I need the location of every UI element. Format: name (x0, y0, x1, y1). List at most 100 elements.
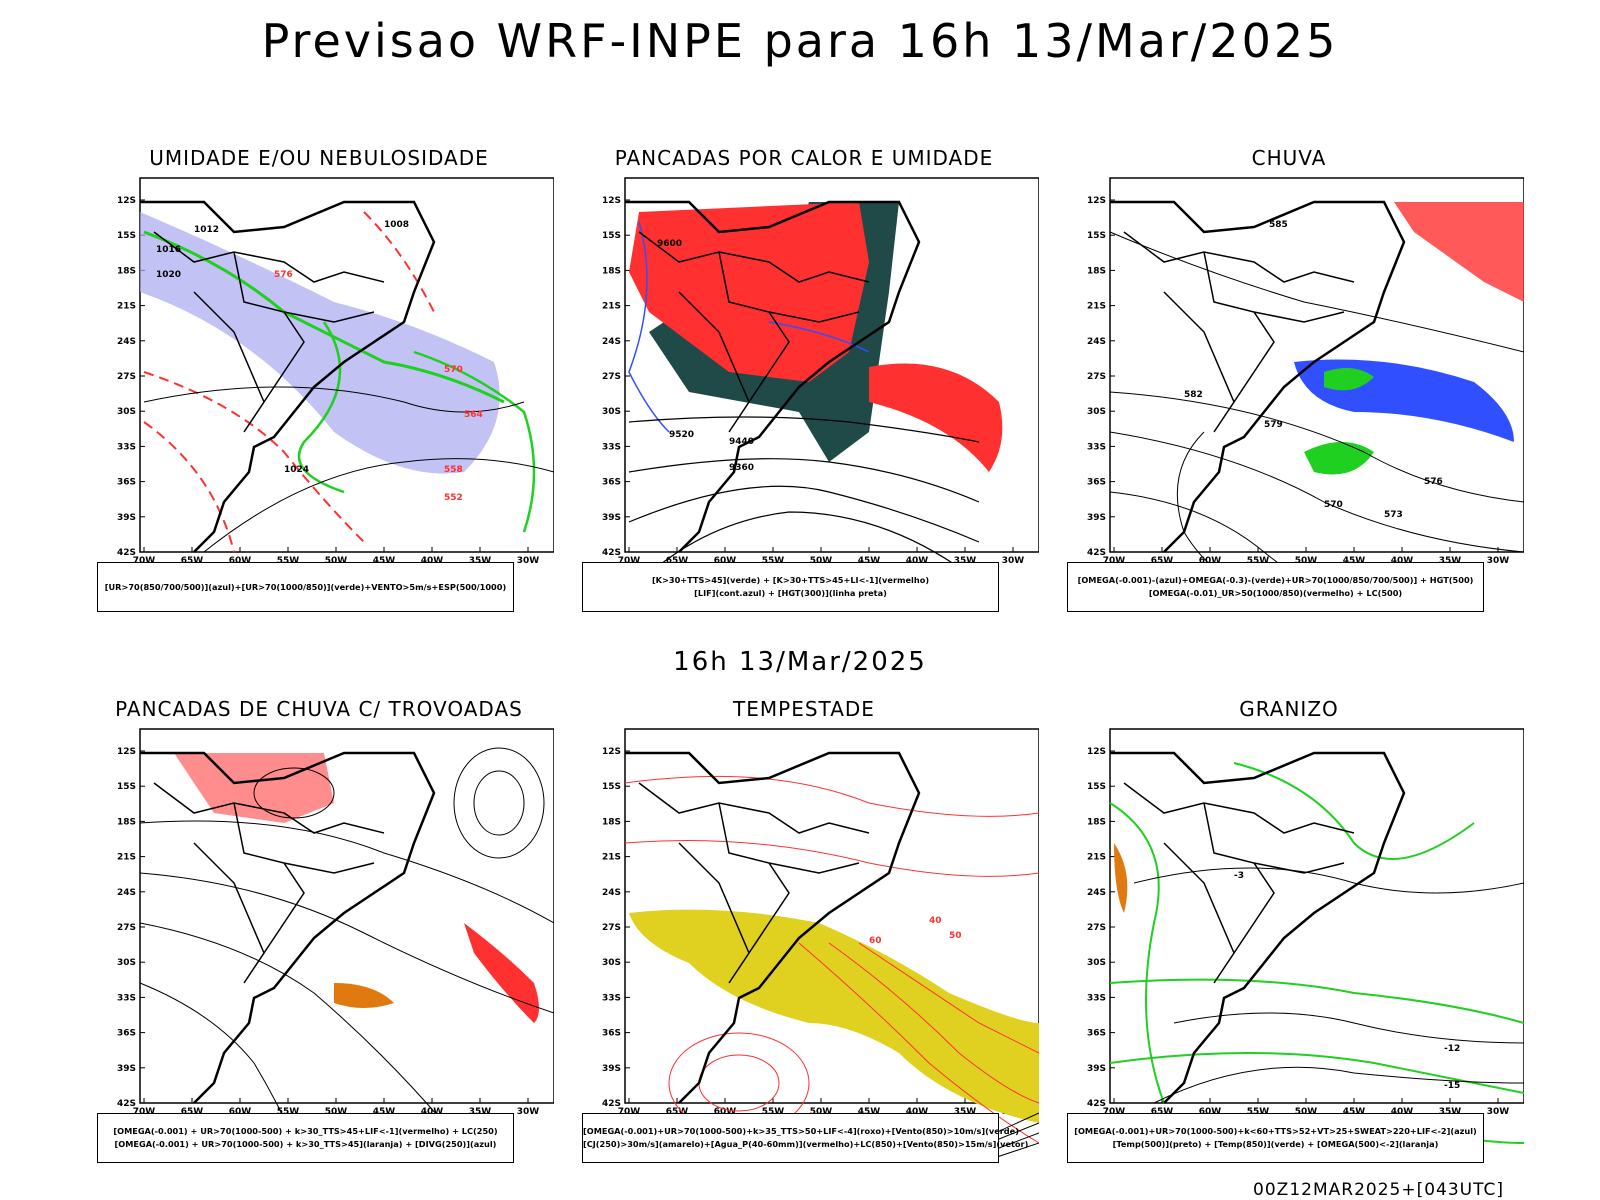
lat-label: 36S (602, 478, 621, 488)
lon-label: 55W (1247, 1107, 1270, 1117)
lon-label: 60W (229, 1107, 252, 1117)
lat-label: 12S (117, 196, 136, 206)
anticyclone-streamline (253, 767, 335, 819)
omega-area-orange (1114, 843, 1128, 913)
coastline-path (140, 200, 436, 553)
height-contour (628, 485, 980, 543)
contour-label: 570 (444, 365, 463, 375)
lat-label: 12S (602, 196, 621, 206)
lon-label: 50W (1295, 556, 1318, 566)
lat-label: 12S (1087, 747, 1106, 757)
lon-label: 30W (1487, 556, 1510, 566)
lat-label: 21S (602, 302, 621, 312)
lat-label: 18S (602, 266, 621, 276)
omega-area-red (1394, 202, 1524, 302)
lat-label: 24S (602, 337, 621, 347)
state-borders (153, 782, 385, 984)
panel-granizo: GRANIZO 12S 15S 18S 21S 24S 27S 30S 33S 36S 39S 42… (1054, 697, 1524, 1167)
lat-label: 42S (117, 1099, 136, 1109)
panel-title: PANCADAS DE CHUVA C/ TROVOADAS (115, 697, 523, 721)
coastline (1110, 200, 1406, 553)
lon-label: 60W (229, 556, 252, 566)
lat-label: 27S (1087, 372, 1106, 382)
streamline (1109, 431, 1524, 553)
lat-label: 12S (602, 747, 621, 757)
lat-label: 12S (1087, 196, 1106, 206)
lon-label: 70W (1103, 1107, 1126, 1117)
state-borders (153, 231, 385, 433)
lat-label: 33S (1087, 993, 1106, 1003)
lon-label: 55W (1247, 556, 1270, 566)
lon-label: 60W (1199, 1107, 1222, 1117)
lat-label: 27S (1087, 923, 1106, 933)
lat-label: 33S (1087, 442, 1106, 452)
contour-label: 576 (274, 270, 293, 280)
contour-label: 9520 (669, 430, 694, 440)
legend-box: [OMEGA(-0.001)+UR>70(1000-500)+k<60+TTS>… (1067, 1113, 1484, 1163)
mid-time-label: 16h 13/Mar/2025 (673, 647, 927, 677)
lon-label: 30W (517, 1107, 540, 1117)
lat-label: 30S (117, 407, 136, 417)
lon-label: 45W (1343, 556, 1366, 566)
contour-label: 585 (1269, 220, 1288, 230)
lat-label: 12S (117, 747, 136, 757)
low-level-contour (798, 942, 1039, 1144)
lat-label: 18S (1087, 266, 1106, 276)
lon-label: 40W (421, 556, 444, 566)
legend-line: [OMEGA(-0.01)_UR>50(1000/850)(vermelho) … (1148, 588, 1403, 598)
lon-label: 40W (906, 1107, 929, 1117)
lat-label: 18S (602, 817, 621, 827)
lon-label: 65W (1151, 1107, 1174, 1117)
state-borders (638, 231, 870, 433)
temp850-contour (1233, 762, 1475, 860)
lat-label: 24S (1087, 337, 1106, 347)
lon-label: 55W (277, 1107, 300, 1117)
coastline-path (1110, 751, 1406, 1104)
contour-label: 582 (1184, 390, 1203, 400)
lon-label: 40W (1391, 1107, 1414, 1117)
lon-label: 35W (1439, 556, 1462, 566)
low-level-contour (624, 775, 1039, 817)
lon-label: 50W (810, 1107, 833, 1117)
temp850-contour (1109, 802, 1165, 1104)
field-layer (628, 202, 1003, 593)
lon-label: 30W (517, 556, 540, 566)
panel-title: TEMPESTADE (733, 697, 875, 721)
legend-box: [OMEGA(-0.001)-(azul)+OMEGA(-0.3)-(verde… (1067, 562, 1484, 612)
lat-label: 39S (1087, 513, 1106, 523)
lat-label: 21S (1087, 853, 1106, 863)
lat-label: 36S (1087, 1029, 1106, 1039)
panel-pancadas-trovoadas: PANCADAS DE CHUVA C/ TROVOADAS 12S 15S 18S… (84, 697, 554, 1167)
thunderstorm-area-red (464, 923, 539, 1023)
coastline-path (140, 751, 436, 1104)
height-contour (628, 416, 980, 443)
panel-umidade: UMIDADE E/OU NEBULOSIDADE 12S 15S 18S 21S 24… (84, 146, 554, 616)
map-frame (1109, 728, 1524, 1104)
legend-box: [K>30+TTS>45](verde) + [K>30+TTS>45+LI<-… (582, 562, 999, 612)
humidity-1000-contour (143, 230, 505, 404)
contour-label: -12 (1444, 1044, 1460, 1054)
lon-label: 45W (858, 1107, 881, 1117)
coastline-path (625, 200, 921, 553)
contour-label: 60 (869, 936, 882, 946)
lon-label: 65W (666, 1107, 689, 1117)
contour-labels: 585 582 579 576 573 570 (1184, 220, 1443, 520)
coastline (625, 200, 921, 553)
lat-label: 18S (117, 817, 136, 827)
contour-label: 40 (929, 916, 942, 926)
lon-label: 35W (469, 556, 492, 566)
main-title: Previsao WRF-INPE para 16h 13/Mar/2025 (261, 14, 1339, 68)
lon-label: 35W (954, 1107, 977, 1117)
lon-label: 45W (858, 556, 881, 566)
legend-line: [OMEGA(-0.001) + UR>70(1000-500) + k>30_… (114, 1139, 497, 1149)
pressure-contour (203, 458, 554, 553)
lon-label: 60W (1199, 556, 1222, 566)
low-level-contour (624, 840, 1039, 877)
contour-label: 9440 (729, 437, 754, 447)
lon-label: 35W (469, 1107, 492, 1117)
